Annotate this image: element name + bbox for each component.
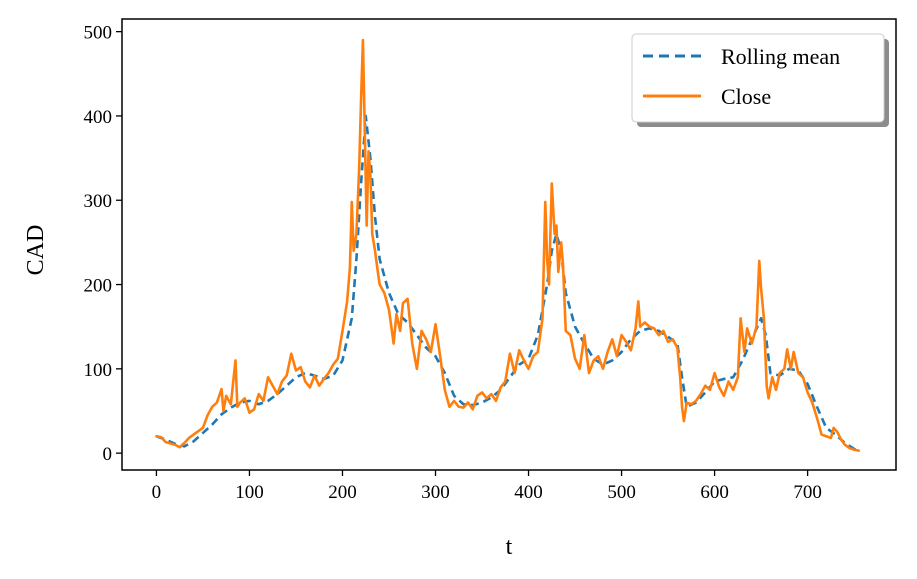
y-axis: 0 100 200 300 400 500 [84, 23, 122, 465]
x-tick-label: 400 [514, 482, 543, 503]
series-layer [155, 38, 861, 452]
legend-label-rolling-mean: Rolling mean [721, 44, 840, 69]
x-tick-label: 300 [421, 482, 450, 503]
y-tick-label: 400 [84, 107, 113, 128]
y-tick-label: 100 [84, 360, 113, 381]
x-tick-label: 100 [235, 482, 264, 503]
y-tick-label: 300 [84, 191, 113, 212]
y-axis-label: CAD [23, 225, 49, 276]
legend-label-close: Close [721, 84, 771, 109]
x-axis-label: t [506, 534, 513, 560]
y-tick-label: 200 [84, 276, 113, 297]
x-tick-label: 0 [152, 482, 162, 503]
x-tick-label: 600 [700, 482, 729, 503]
x-axis: 0 100 200 300 400 500 600 700 [152, 470, 822, 503]
series-line-close [155, 38, 861, 452]
x-tick-label: 700 [793, 482, 822, 503]
plot-frame [121, 18, 897, 471]
y-tick-label: 0 [103, 444, 113, 465]
legend: Rolling mean Close [631, 33, 889, 127]
y-tick-label: 500 [84, 23, 113, 44]
x-tick-label: 200 [328, 482, 357, 503]
x-tick-label: 500 [607, 482, 636, 503]
